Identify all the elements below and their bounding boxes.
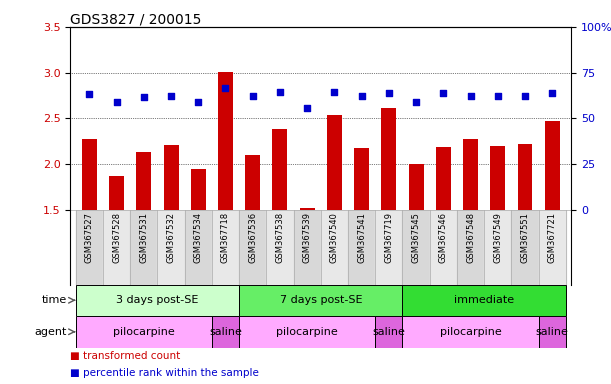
Text: GSM367548: GSM367548: [466, 212, 475, 263]
Text: GSM367721: GSM367721: [547, 212, 557, 263]
Text: 3 days post-SE: 3 days post-SE: [116, 295, 199, 305]
Bar: [109, 176, 124, 210]
Bar: [293, 210, 321, 285]
Point: [302, 104, 312, 111]
Text: agent: agent: [35, 327, 67, 337]
Bar: [375, 210, 403, 285]
Text: GSM367532: GSM367532: [167, 212, 175, 263]
Bar: [484, 210, 511, 285]
Point: [275, 89, 285, 95]
Bar: [130, 210, 158, 285]
Bar: [273, 129, 287, 210]
Bar: [239, 210, 266, 285]
Point: [547, 90, 557, 96]
Bar: [403, 210, 430, 285]
Bar: [348, 210, 375, 285]
Text: GSM367538: GSM367538: [276, 212, 285, 263]
Text: GSM367549: GSM367549: [493, 212, 502, 263]
Bar: [403, 316, 539, 348]
Text: GSM367719: GSM367719: [384, 212, 393, 263]
Bar: [158, 210, 185, 285]
Bar: [136, 152, 152, 210]
Bar: [381, 108, 397, 210]
Text: pilocarpine: pilocarpine: [113, 327, 175, 337]
Bar: [490, 146, 505, 210]
Point: [84, 91, 94, 97]
Bar: [212, 210, 239, 285]
Bar: [409, 164, 423, 210]
Bar: [212, 316, 239, 348]
Text: GSM367541: GSM367541: [357, 212, 366, 263]
Bar: [239, 285, 403, 316]
Bar: [518, 144, 532, 210]
Bar: [76, 210, 103, 285]
Point: [411, 99, 421, 105]
Text: ■ percentile rank within the sample: ■ percentile rank within the sample: [70, 368, 259, 379]
Text: saline: saline: [373, 327, 405, 337]
Bar: [76, 316, 212, 348]
Point: [384, 90, 393, 96]
Point: [221, 85, 230, 91]
Bar: [354, 147, 369, 210]
Text: saline: saline: [209, 327, 242, 337]
Text: GSM367528: GSM367528: [112, 212, 121, 263]
Point: [166, 93, 176, 99]
Text: GSM367539: GSM367539: [302, 212, 312, 263]
Text: GSM367718: GSM367718: [221, 212, 230, 263]
Bar: [321, 210, 348, 285]
Bar: [375, 316, 403, 348]
Bar: [164, 145, 178, 210]
Text: ■ transformed count: ■ transformed count: [70, 351, 180, 361]
Point: [248, 93, 258, 99]
Bar: [430, 210, 457, 285]
Point: [329, 89, 339, 95]
Point: [493, 93, 503, 99]
Bar: [539, 316, 566, 348]
Point: [520, 93, 530, 99]
Text: GSM367551: GSM367551: [521, 212, 530, 263]
Bar: [239, 316, 375, 348]
Bar: [218, 72, 233, 210]
Point: [439, 90, 448, 96]
Text: GSM367546: GSM367546: [439, 212, 448, 263]
Text: GSM367527: GSM367527: [85, 212, 94, 263]
Text: pilocarpine: pilocarpine: [276, 327, 338, 337]
Bar: [185, 210, 212, 285]
Text: saline: saline: [536, 327, 569, 337]
Bar: [266, 210, 293, 285]
Bar: [511, 210, 539, 285]
Bar: [436, 147, 451, 210]
Text: GSM367540: GSM367540: [330, 212, 339, 263]
Point: [357, 93, 367, 99]
Point: [466, 93, 475, 99]
Bar: [191, 169, 206, 210]
Text: immediate: immediate: [454, 295, 514, 305]
Text: 7 days post-SE: 7 days post-SE: [279, 295, 362, 305]
Bar: [82, 139, 97, 210]
Text: GDS3827 / 200015: GDS3827 / 200015: [70, 12, 202, 26]
Bar: [463, 139, 478, 210]
Bar: [299, 208, 315, 210]
Bar: [545, 121, 560, 210]
Text: GSM367531: GSM367531: [139, 212, 148, 263]
Bar: [245, 155, 260, 210]
Bar: [403, 285, 566, 316]
Point: [112, 99, 122, 105]
Text: GSM367545: GSM367545: [412, 212, 420, 263]
Bar: [76, 285, 239, 316]
Bar: [457, 210, 484, 285]
Text: time: time: [42, 295, 67, 305]
Bar: [327, 115, 342, 210]
Text: GSM367534: GSM367534: [194, 212, 203, 263]
Bar: [103, 210, 130, 285]
Bar: [539, 210, 566, 285]
Text: pilocarpine: pilocarpine: [440, 327, 502, 337]
Point: [193, 99, 203, 105]
Text: GSM367536: GSM367536: [248, 212, 257, 263]
Point: [139, 94, 148, 101]
